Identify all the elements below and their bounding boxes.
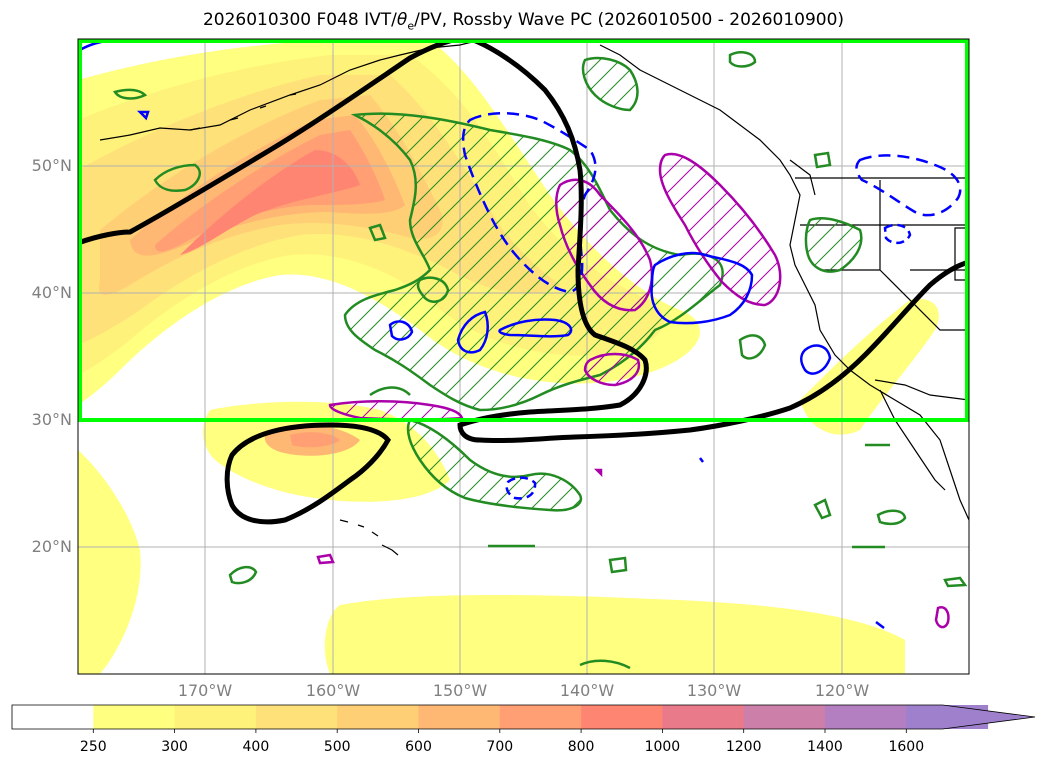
theta-e-main-region	[343, 112, 724, 412]
mexico-border	[874, 379, 969, 401]
positive-pv-solid-1	[650, 251, 754, 325]
theta-e-oregon-region	[804, 217, 863, 273]
lat-label-20n: 20°N	[31, 537, 72, 556]
colorbar-tick-label: 250	[79, 739, 107, 755]
figure-title: 2026010300 F048 IVT/θe/PV, Rossby Wave P…	[0, 10, 1047, 32]
positive-pv-dashed-1	[461, 112, 597, 294]
positive-pv-dashed-3	[883, 223, 912, 245]
rossby-wave-contours	[78, 39, 969, 525]
ivt-250-subtropical-region	[78, 450, 141, 674]
negative-pv-region-3	[583, 352, 641, 387]
colorbar-tick-label: 600	[405, 739, 432, 755]
colorbar-tick-label: 1400	[807, 739, 843, 755]
theta-e-small-13	[943, 576, 968, 588]
ivt-800-region	[180, 150, 360, 255]
bc-coast	[599, 44, 969, 521]
colorbar-swatch	[743, 705, 826, 729]
theta-e-small-1	[153, 163, 201, 192]
positive-pv-dashed-2	[855, 154, 962, 217]
colorbar-swatch	[255, 705, 338, 729]
colorbar-swatch	[418, 705, 501, 729]
ivt-250-california-region	[800, 299, 939, 435]
aleutian-islands	[189, 93, 297, 131]
negative-pv-small-2	[934, 606, 950, 629]
positive-pv-small-3	[699, 457, 704, 463]
lat-label-40n: 40°N	[31, 283, 72, 302]
map-area	[78, 39, 969, 674]
lon-label-130w: 130°W	[686, 681, 742, 700]
positive-pv-solid-3	[456, 310, 489, 354]
lon-label-140w: 140°W	[559, 681, 615, 700]
theta-e-nw-region	[581, 56, 639, 112]
wave-contour-main	[78, 39, 969, 444]
baja-coast	[879, 389, 946, 491]
wave-contour-closed-low	[224, 422, 391, 525]
theta-e-small-16	[369, 386, 411, 397]
colorbar-swatch	[581, 705, 663, 729]
colorbar	[11, 704, 1036, 733]
colorbar-tick-label: 700	[486, 739, 514, 755]
theta-subscript: e	[407, 19, 415, 33]
colorbar-tick-label: 300	[161, 739, 188, 755]
title-suffix: /PV, Rossby Wave PC (2026010500 - 202601…	[414, 10, 845, 30]
positive-pv-small-2	[875, 621, 885, 629]
colorbar-tick-label: 800	[567, 739, 595, 755]
lon-label-160w: 160°W	[305, 681, 361, 700]
colorbar-swatch	[499, 705, 582, 729]
theta-e-south-region	[406, 418, 583, 512]
theta-symbol: θ	[396, 10, 408, 30]
colorbar-outline	[11, 704, 1036, 730]
theta-e-small-4	[728, 51, 757, 68]
positive-pv-solid-5	[800, 344, 832, 375]
theta-e-contours	[113, 51, 968, 670]
colorbar-swatch	[12, 705, 94, 729]
vancouver-island	[789, 159, 816, 196]
colorbar-tick-label: 1000	[644, 739, 681, 755]
hawaii-islands	[339, 519, 399, 556]
positive-pv-solid-2	[498, 318, 573, 338]
region-box	[78, 39, 969, 422]
negative-pv-small-1	[316, 553, 335, 565]
positive-pv-small-1	[136, 110, 150, 121]
theta-e-small-3	[416, 276, 450, 303]
lat-label-30n: 30°N	[31, 410, 72, 429]
positive-pv-solid-4	[388, 320, 414, 341]
colorbar-swatch	[337, 705, 419, 729]
colorbar-tick-label: 1600	[888, 739, 925, 755]
state-lines	[800, 180, 969, 331]
theta-e-small-5	[813, 151, 832, 169]
map-frame	[77, 38, 970, 675]
colorbar-tick-label: 1200	[725, 739, 762, 755]
positive-pv-dashed-4	[505, 476, 537, 500]
lat-label-50n: 50°N	[31, 156, 72, 175]
negative-pv-region-2	[658, 152, 782, 307]
colorbar-swatch	[174, 705, 257, 729]
colorbar-swatch	[93, 705, 176, 729]
theta-e-small-11	[813, 498, 832, 520]
negative-pv-small-3	[593, 468, 603, 478]
ivt-250-southern-band-region	[324, 595, 906, 674]
theta-e-small-10	[876, 509, 907, 526]
theta-e-small-2	[368, 223, 387, 242]
colorbar-swatch	[825, 705, 907, 729]
positive-pv-contours	[79, 39, 962, 629]
theta-e-small-9	[579, 659, 631, 670]
colorbar-tick-label: 400	[242, 739, 270, 755]
ivt-south-core-inner-region	[290, 432, 340, 448]
theta-e-small-15	[608, 556, 628, 574]
theta-e-small-14	[113, 88, 148, 100]
theta-e-small-6	[738, 334, 767, 360]
lon-label-150w: 150°W	[432, 681, 488, 700]
title-prefix: 2026010300 F048 IVT/	[202, 10, 397, 30]
coastlines	[99, 39, 969, 556]
colorbar-swatch	[662, 705, 745, 729]
colorbar-tick-label: 500	[323, 739, 351, 755]
lon-label-120w: 120°W	[814, 681, 870, 700]
colorbar-extend-arrow	[906, 705, 1035, 729]
lon-label-170w: 170°W	[177, 681, 233, 700]
theta-e-small-7	[228, 565, 258, 585]
